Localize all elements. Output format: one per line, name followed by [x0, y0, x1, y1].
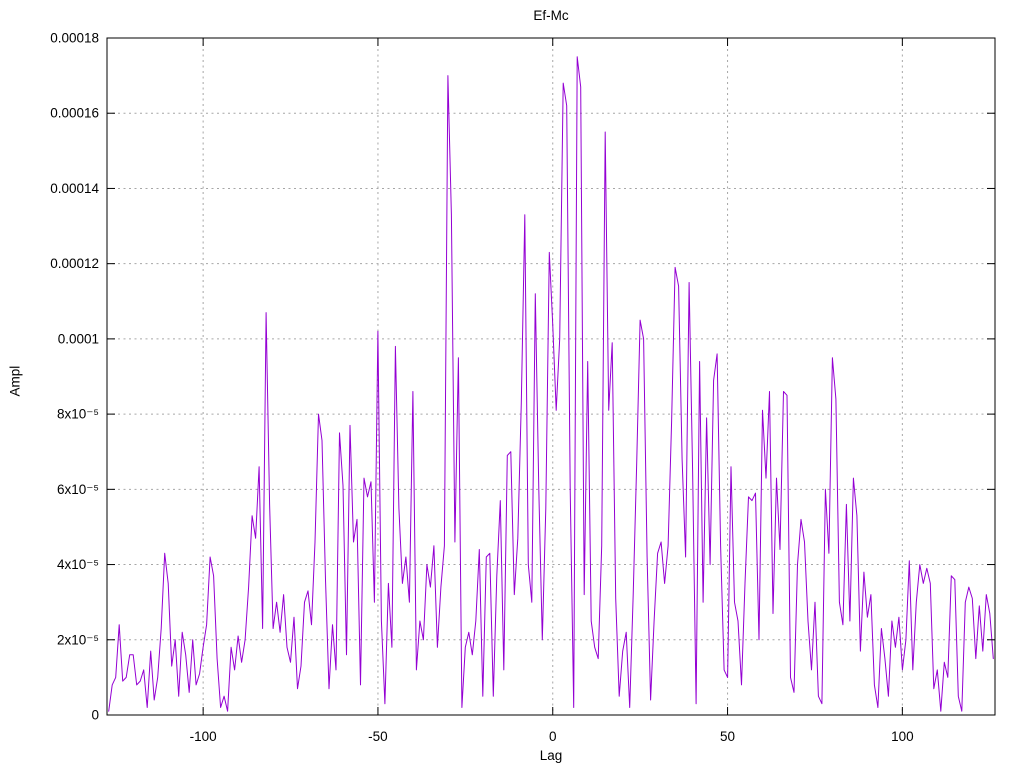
svg-text:8x10⁻⁵: 8x10⁻⁵ [57, 407, 99, 422]
y-axis-label: Ampl [7, 365, 23, 397]
svg-text:0.00014: 0.00014 [50, 181, 99, 196]
svg-text:0.00012: 0.00012 [50, 256, 99, 271]
svg-text:2x10⁻⁵: 2x10⁻⁵ [57, 632, 99, 647]
svg-text:6x10⁻⁵: 6x10⁻⁵ [57, 482, 99, 497]
chart-title: Ef-Mc [533, 8, 569, 23]
svg-text:-50: -50 [368, 729, 388, 744]
svg-text:0.00016: 0.00016 [50, 106, 99, 121]
svg-text:100: 100 [891, 729, 914, 744]
svg-text:0: 0 [549, 729, 557, 744]
svg-text:0: 0 [91, 708, 99, 723]
svg-text:50: 50 [720, 729, 735, 744]
svg-text:4x10⁻⁵: 4x10⁻⁵ [57, 557, 99, 572]
x-axis-label: Lag [539, 748, 563, 763]
svg-text:0.00018: 0.00018 [50, 31, 99, 46]
svg-text:0.0001: 0.0001 [58, 331, 99, 346]
svg-text:-100: -100 [190, 729, 217, 744]
